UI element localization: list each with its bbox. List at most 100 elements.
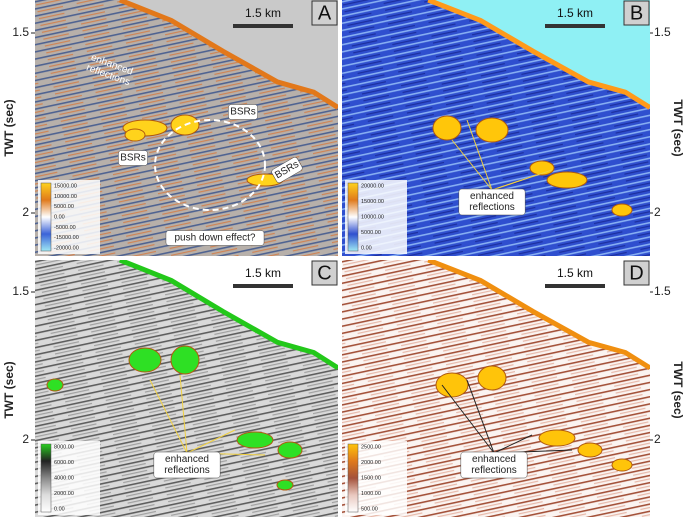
- reflection: [611, 458, 633, 472]
- annotation-text: enhanced: [470, 191, 514, 202]
- tick-label: 1.5: [654, 284, 671, 298]
- leader-line: [441, 384, 495, 454]
- panel: A 1.5 km 15000.00 10000.00 5000.00 0.00 -5000.…: [35, 0, 338, 256]
- colorbar-label: 6000.00: [54, 460, 74, 466]
- leader-line: [493, 434, 533, 454]
- tick-label: 1.5: [654, 25, 671, 39]
- scale-label: 1.5 km: [245, 266, 281, 280]
- tick-label: 2: [22, 432, 29, 446]
- axis-title: TWT (sec): [671, 361, 685, 418]
- annotation-text: BSRs: [120, 153, 146, 164]
- reflection: [477, 365, 507, 391]
- reflection: [276, 479, 294, 491]
- panel-label: A: [318, 2, 332, 24]
- label-box: [311, 260, 338, 286]
- reflection: [611, 203, 633, 217]
- axis-title: TWT (sec): [2, 361, 16, 418]
- annotation-text: enhanced: [472, 454, 516, 465]
- annotation-box: [165, 230, 265, 246]
- reflection: [124, 128, 146, 142]
- colorbar: [40, 443, 52, 513]
- leader-line: [149, 379, 188, 454]
- axis-title: TWT (sec): [2, 99, 16, 156]
- reflection: [546, 171, 588, 189]
- colorbar-label: 0.00: [54, 214, 65, 220]
- annotation-box: [458, 188, 526, 216]
- reflection: [475, 117, 509, 143]
- reflection: [538, 429, 576, 447]
- tick-label: 2: [654, 432, 661, 446]
- colorbar-label: 5000.00: [54, 204, 74, 210]
- colorbar-label: 0.00: [54, 506, 65, 512]
- annotation: push down effect?: [165, 230, 265, 246]
- colorbar-label: -15000.00: [54, 235, 79, 241]
- scale-label: 1.5 km: [557, 6, 593, 20]
- annotation-text: reflections: [469, 202, 515, 213]
- label-box: [311, 0, 338, 26]
- scale-label: 1.5 km: [557, 266, 593, 280]
- seafloor: [427, 260, 650, 371]
- panel: B 1.5 km 20000.00 15000.00 10000.00 5000.00 0.…: [342, 0, 650, 256]
- colorbar-label: 1000.00: [361, 491, 381, 497]
- colorbar-label: 15000.00: [54, 183, 77, 189]
- seafloor: [118, 260, 338, 371]
- reflection: [46, 378, 64, 392]
- annotation: BSRs: [118, 150, 148, 166]
- panel: C 1.5 km 8000.00 6000.00 4000.00 2000.00 0.00 e…: [35, 260, 338, 517]
- colorbar: [40, 182, 52, 252]
- annotation-box: [271, 157, 303, 183]
- colorbar-label: 2000.00: [361, 460, 381, 466]
- push-down-outline: [154, 119, 266, 211]
- axis-title: TWT (sec): [671, 99, 685, 156]
- colorbar-label: 2000.00: [54, 491, 74, 497]
- leader-line: [186, 429, 236, 454]
- annotation-text: BSRs: [230, 107, 256, 118]
- seafloor: [427, 0, 650, 110]
- label-box: [623, 0, 650, 26]
- leader-line: [466, 119, 493, 191]
- panel-label: D: [629, 262, 643, 284]
- colorbar-label: 1500.00: [361, 475, 381, 481]
- colorbar-label: 10000.00: [54, 194, 77, 200]
- annotation-box: [118, 150, 148, 166]
- reflection: [236, 431, 274, 449]
- reflection: [277, 441, 303, 459]
- annotation-text: reflections: [471, 465, 517, 476]
- colorbar-label: 10000.00: [361, 214, 384, 220]
- annotation-text: push down effect?: [175, 233, 256, 244]
- panel: D 1.5 km 2500.00 2000.00 1500.00 1000.00 500.0…: [342, 260, 650, 517]
- panel-label: C: [317, 262, 331, 284]
- reflection: [128, 347, 162, 373]
- tick-label: 1.5: [12, 25, 29, 39]
- annotation-box: [228, 104, 258, 120]
- reflection: [577, 442, 603, 458]
- reflection: [170, 345, 200, 375]
- annotation-box: [460, 451, 528, 479]
- label-box: [623, 260, 650, 286]
- colorbar-label: 2500.00: [361, 444, 381, 450]
- annotation-box: [153, 451, 221, 479]
- panel-label: B: [630, 2, 643, 24]
- reflection: [432, 115, 462, 141]
- colorbar-label: 8000.00: [54, 444, 74, 450]
- annotation-text: reflections: [164, 465, 210, 476]
- leader-line: [451, 139, 493, 191]
- colorbar: [347, 443, 359, 513]
- leader-line: [179, 374, 188, 454]
- colorbar-label: 5000.00: [361, 230, 381, 236]
- scale-label: 1.5 km: [245, 6, 281, 20]
- tick-label: 2: [22, 205, 29, 219]
- colorbar-label: 500.00: [361, 506, 378, 512]
- tick-label: 2: [654, 205, 661, 219]
- leader-line: [466, 379, 495, 454]
- leader-line: [491, 169, 553, 191]
- tick-label: 1.5: [12, 284, 29, 298]
- colorbar-label: 4000.00: [54, 475, 74, 481]
- colorbar-label: -5000.00: [54, 225, 76, 231]
- colorbar: [347, 182, 359, 252]
- seafloor: [118, 0, 338, 110]
- annotation: BSRs: [228, 104, 258, 120]
